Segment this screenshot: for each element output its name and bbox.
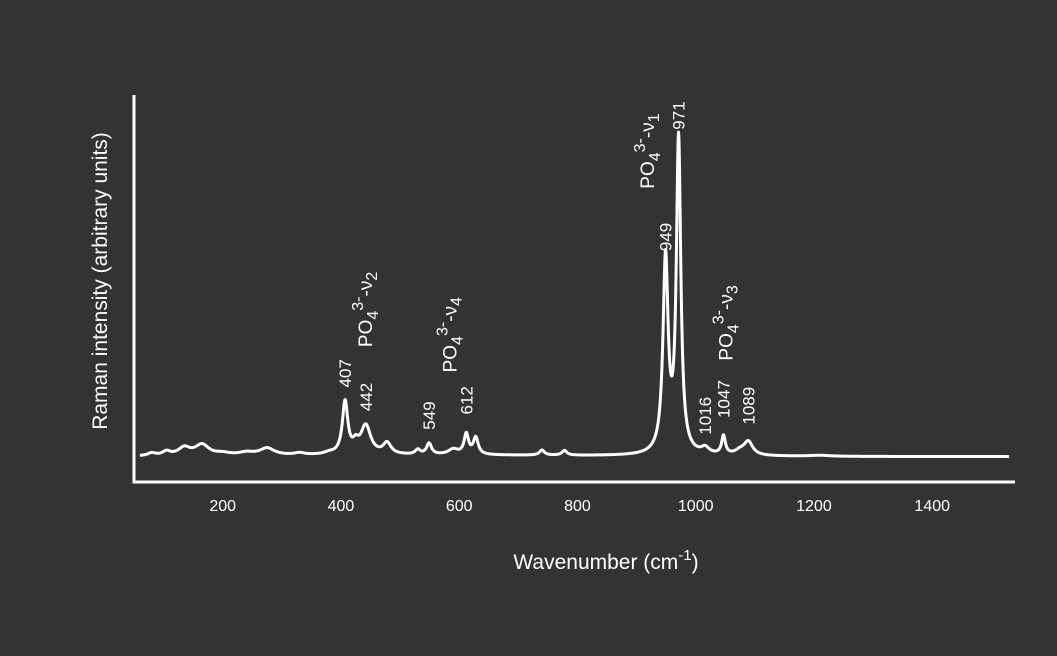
band-label: PO43--ν2 (350, 272, 382, 347)
x-axis-title-end: ) (692, 551, 699, 574)
x-axis-title-sup: -1 (678, 547, 691, 564)
series (138, 130, 1011, 459)
peak-label: 971 (670, 101, 689, 129)
x-axis-title: Wavenumber (cm-1) (513, 547, 698, 574)
x-axis-title-main: Wavenumber (cm (513, 551, 678, 574)
band-label: PO43--ν3 (710, 285, 742, 360)
x-tick-label: 1000 (678, 498, 714, 515)
peak-label: 442 (357, 383, 376, 411)
peak-label: 549 (420, 401, 439, 429)
band-label: PO43--ν4 (435, 297, 467, 372)
y-axis-title: Raman intensity (arbitrary units) (89, 132, 112, 430)
peak-label: 1016 (696, 397, 715, 435)
peak-label: 1047 (715, 380, 734, 418)
x-tick-label: 200 (209, 498, 236, 515)
peak-label: 407 (336, 359, 355, 387)
spectrum-line (138, 130, 1011, 459)
x-tick-label: 1400 (914, 498, 950, 515)
peak-label: 612 (457, 386, 476, 414)
x-tick-label: 600 (446, 498, 473, 515)
axes (132, 95, 1015, 484)
x-tick-label: 400 (328, 498, 355, 515)
x-ticks: 200 400 600 800 1000 1200 1400 (209, 498, 950, 515)
peak-label: 1089 (739, 387, 758, 425)
band-label: PO43--ν1 (632, 113, 664, 188)
x-tick-label: 800 (564, 498, 591, 515)
peak-label: 949 (657, 223, 676, 251)
x-tick-label: 1200 (796, 498, 832, 515)
